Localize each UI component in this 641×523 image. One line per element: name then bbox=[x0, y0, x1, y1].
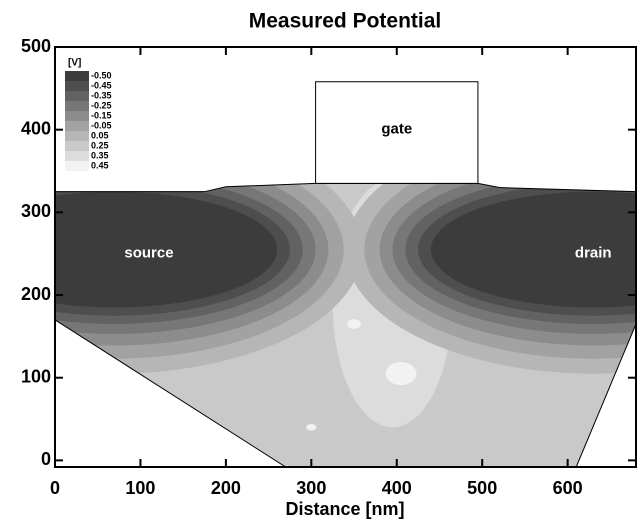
legend-label: -0.45 bbox=[91, 80, 112, 90]
legend-swatch bbox=[65, 131, 89, 141]
contour-region bbox=[385, 362, 417, 386]
x-axis-label: Distance [nm] bbox=[285, 499, 404, 519]
contour-field bbox=[55, 183, 636, 467]
x-tick-label: 500 bbox=[467, 478, 497, 498]
device-outline bbox=[54, 182, 637, 468]
legend-title: [V] bbox=[68, 58, 81, 69]
y-tick-label: 200 bbox=[21, 284, 51, 304]
x-tick-label: 200 bbox=[211, 478, 241, 498]
legend-swatch bbox=[65, 91, 89, 101]
x-tick-label: 0 bbox=[50, 478, 60, 498]
legend-label: -0.15 bbox=[91, 110, 112, 120]
legend-label: 0.35 bbox=[91, 150, 109, 160]
legend-swatch bbox=[65, 161, 89, 171]
x-tick-label: 400 bbox=[382, 478, 412, 498]
contour-region bbox=[306, 424, 317, 431]
y-tick-label: 400 bbox=[21, 118, 51, 138]
annotation: drain bbox=[575, 245, 612, 262]
annotation: source bbox=[124, 245, 173, 262]
chart-title: Measured Potential bbox=[249, 10, 442, 33]
legend-swatch bbox=[65, 71, 89, 81]
y-tick-label: 300 bbox=[21, 201, 51, 221]
contour-region bbox=[55, 191, 278, 308]
legend-label: 0.45 bbox=[91, 160, 109, 170]
legend-swatch bbox=[65, 101, 89, 111]
legend-label: -0.25 bbox=[91, 100, 112, 110]
x-tick-label: 300 bbox=[296, 478, 326, 498]
y-tick-label: 0 bbox=[41, 449, 51, 469]
legend-swatch bbox=[65, 151, 89, 161]
legend-label: 0.05 bbox=[91, 130, 109, 140]
x-tick-label: 600 bbox=[553, 478, 583, 498]
legend-swatch bbox=[65, 111, 89, 121]
legend-swatch bbox=[65, 121, 89, 131]
x-tick-label: 100 bbox=[125, 478, 155, 498]
contour-region bbox=[347, 319, 361, 329]
annotation: gate bbox=[381, 121, 412, 138]
y-tick-label: 500 bbox=[21, 36, 51, 56]
legend-label: -0.50 bbox=[91, 70, 112, 80]
legend-swatch bbox=[65, 81, 89, 91]
gate bbox=[315, 81, 479, 184]
legend-label: -0.35 bbox=[91, 90, 112, 100]
y-tick-label: 100 bbox=[21, 366, 51, 386]
legend-label: 0.25 bbox=[91, 140, 109, 150]
legend-label: -0.05 bbox=[91, 120, 112, 130]
contour-region bbox=[430, 191, 636, 308]
legend-swatch bbox=[65, 141, 89, 151]
plot-frame bbox=[54, 46, 637, 468]
